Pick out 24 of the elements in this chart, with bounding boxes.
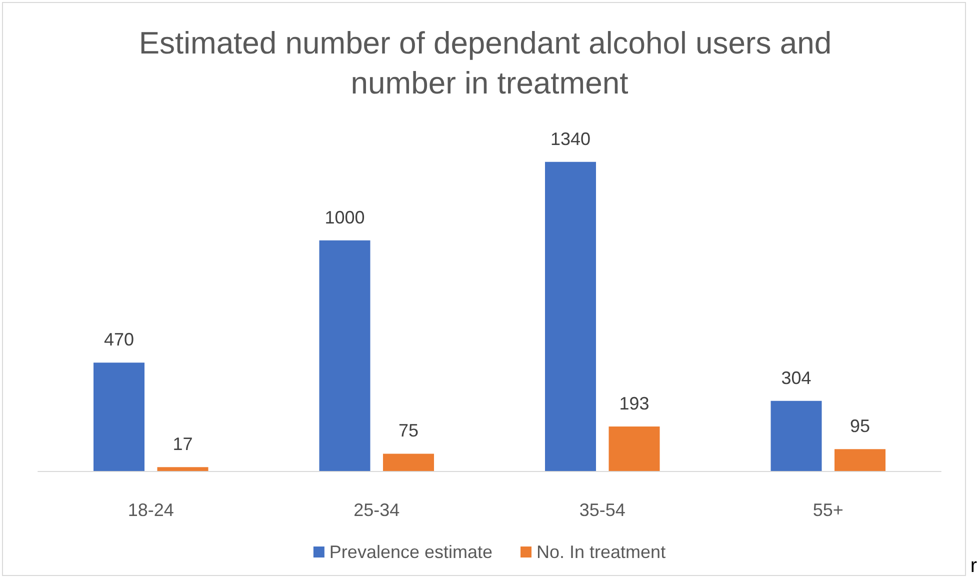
bar [157,467,208,471]
bar [319,240,370,471]
data-label: 95 [850,416,870,436]
legend-label: No. In treatment [536,542,666,562]
x-tick-label: 55+ [812,500,844,520]
bar [545,162,596,471]
bar [94,362,144,471]
x-tick-label: 25-34 [354,500,400,520]
chart-title: Estimated number of dependant alcohol users and number in treatment [138,26,840,100]
data-label: 1000 [324,207,365,228]
data-label: 75 [398,420,419,441]
data-label: 470 [104,330,134,350]
bar [834,449,886,471]
bar [383,454,434,471]
data-label: 1340 [550,128,591,149]
x-tick-label: 35-54 [579,500,626,520]
bar [608,426,660,471]
text: r [970,555,977,578]
data-label: 304 [781,368,812,388]
data-label: 17 [172,434,193,454]
legend-label: Prevalence estimate [329,542,493,562]
data-label: 193 [619,393,650,414]
bar [770,400,822,471]
x-tick-label: 18-24 [128,500,174,520]
